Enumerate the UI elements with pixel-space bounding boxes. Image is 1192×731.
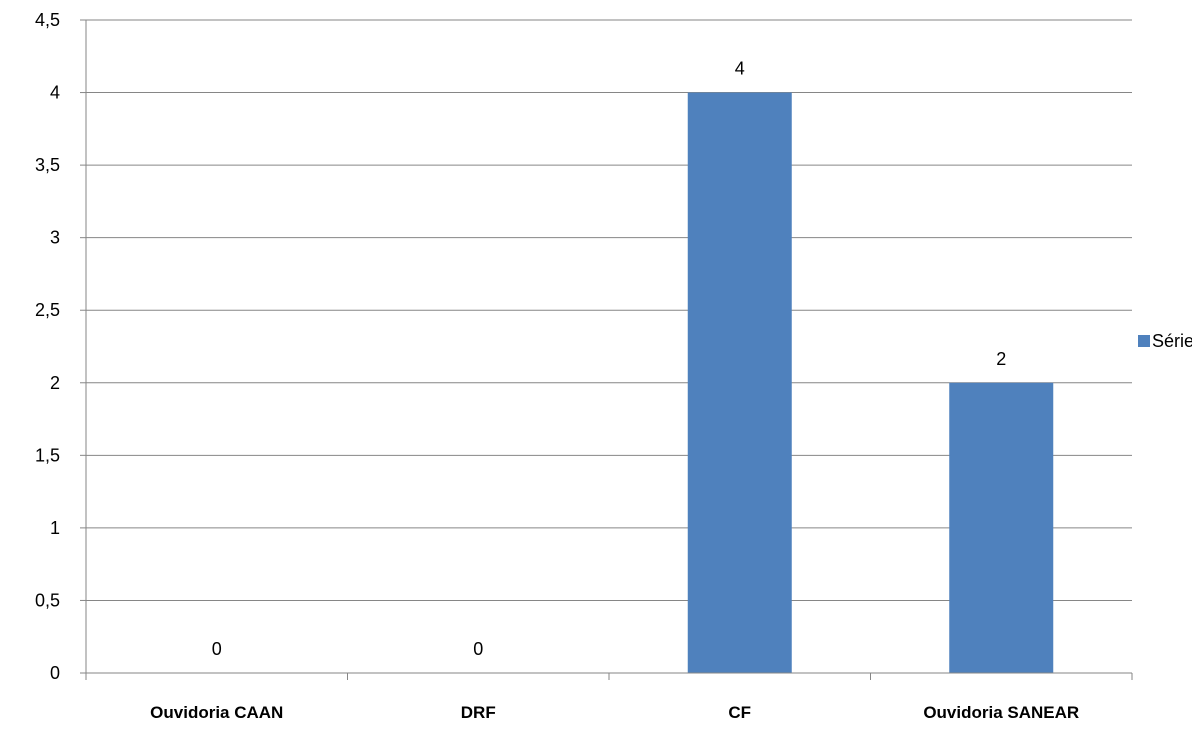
legend: Série1 <box>1138 331 1192 351</box>
y-tick-label: 4,5 <box>35 10 60 30</box>
x-tick-labels: Ouvidoria CAAN DRF CF Ouvidoria SANEAR <box>150 703 1079 722</box>
gridlines <box>86 19 1132 601</box>
data-labels: 0 0 4 2 <box>212 59 1007 659</box>
x-tick-label: Ouvidoria CAAN <box>150 703 283 722</box>
data-label: 2 <box>996 349 1006 369</box>
y-tick-label: 0 <box>50 663 60 683</box>
legend-swatch <box>1138 335 1150 347</box>
data-label: 0 <box>212 639 222 659</box>
y-tick-label: 2,5 <box>35 300 60 320</box>
x-tick-label: CF <box>728 703 751 722</box>
data-label: 4 <box>735 59 745 79</box>
x-tick-label: Ouvidoria SANEAR <box>923 703 1079 722</box>
y-tick-label: 1 <box>50 518 60 538</box>
y-tick-labels: 0 0,5 1 1,5 2 2,5 3 3,5 4 4,5 <box>35 10 60 683</box>
y-tick-label: 0,5 <box>35 590 60 610</box>
y-tick-label: 2 <box>50 373 60 393</box>
legend-label: Série1 <box>1152 331 1192 351</box>
axes <box>80 19 1133 680</box>
y-tick-label: 3 <box>50 228 60 248</box>
x-tick-label: DRF <box>461 703 496 722</box>
bar <box>949 382 1054 673</box>
bars <box>687 92 1054 674</box>
y-tick-label: 3,5 <box>35 155 60 175</box>
y-tick-label: 4 <box>50 83 60 103</box>
bar <box>687 92 792 674</box>
data-label: 0 <box>473 639 483 659</box>
y-tick-label: 1,5 <box>35 445 60 465</box>
